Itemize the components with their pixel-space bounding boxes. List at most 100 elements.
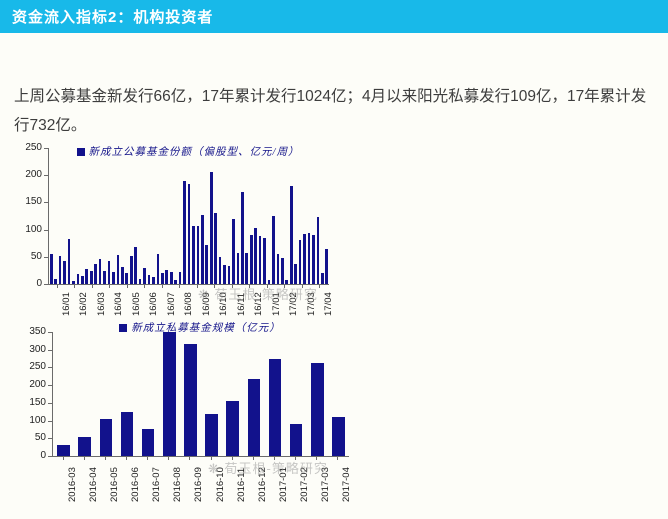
y-axis-tick-mark [48, 349, 52, 351]
bar [226, 401, 240, 456]
bar [103, 270, 106, 284]
bar [160, 273, 164, 284]
bar [236, 253, 240, 284]
x-axis-tick-label: 16/05 [130, 292, 142, 316]
bar [107, 261, 111, 284]
y-axis-tick-label: 250 [25, 142, 42, 153]
x-axis-tick-mark [83, 456, 85, 460]
bar [85, 269, 89, 284]
bar [134, 247, 138, 284]
bar [289, 424, 303, 456]
x-axis-tick-mark [144, 284, 146, 288]
legend-swatch-icon [119, 323, 128, 332]
y-axis-tick-mark [44, 202, 48, 204]
x-axis-tick-mark [161, 284, 163, 288]
x-axis-tick-mark [214, 284, 216, 288]
bar [99, 419, 113, 456]
y-axis-tick-mark [44, 256, 48, 258]
x-axis-tick-mark [179, 284, 181, 288]
y-axis-tick-label: 50 [30, 250, 42, 262]
y-axis-tick-label: 150 [25, 196, 42, 208]
bar [54, 279, 58, 284]
x-axis-tick-label: 2016-09 [193, 467, 205, 502]
x-axis-tick-label: 16/04 [113, 292, 125, 316]
bar [169, 271, 173, 284]
x-axis-tick-mark [126, 284, 128, 288]
bar [196, 226, 200, 284]
x-axis-tick-mark [104, 456, 106, 460]
bar [227, 266, 231, 284]
bar [209, 172, 213, 284]
x-axis-tick-mark [196, 284, 198, 288]
x-axis-tick-mark [62, 456, 64, 460]
x-axis-tick-label: 2016-03 [66, 467, 78, 502]
x-axis-tick-mark [301, 284, 303, 288]
bar [116, 255, 120, 284]
x-axis-tick-mark [147, 456, 149, 460]
bar [120, 412, 134, 456]
y-axis-tick-mark [48, 367, 52, 369]
bar [178, 272, 182, 284]
bar [280, 257, 284, 284]
x-axis-tick-label: 16/06 [148, 292, 160, 316]
x-axis-tick-mark [295, 456, 297, 460]
legend-label: 新成立公募基金份额（偏股型、亿元/周） [88, 147, 300, 158]
bar [192, 225, 195, 284]
y-axis-tick-mark [48, 420, 52, 422]
chart-legend: 新成立公募基金份额（偏股型、亿元/周） [48, 144, 328, 159]
bar [183, 180, 186, 284]
bar [89, 270, 93, 284]
x-axis-tick-mark [126, 456, 127, 460]
y-axis-tick-mark [44, 148, 48, 149]
x-axis-tick-mark [316, 456, 318, 460]
bar [49, 254, 53, 284]
x-axis-tick-label: 16/02 [78, 292, 90, 316]
bar [310, 362, 324, 456]
bar [272, 216, 275, 284]
bar [268, 358, 282, 456]
bar [141, 429, 155, 456]
bar [138, 278, 142, 284]
bar [156, 253, 160, 284]
bar [218, 256, 222, 284]
bar [258, 236, 262, 284]
y-axis-tick-label: 350 [29, 326, 46, 337]
y-axis-tick-label: 150 [29, 396, 46, 408]
x-axis-tick-mark [168, 456, 170, 460]
y-axis-tick-mark [48, 385, 52, 387]
x-axis-tick-label: 16/07 [165, 292, 177, 316]
bar [249, 235, 253, 284]
public-fund-weekly-chart: 新成立公募基金份额（偏股型、亿元/周） 0 50 100 150 200 250 16/01 1… [14, 136, 350, 320]
bar [184, 343, 197, 456]
plot-area [48, 148, 329, 285]
x-axis-tick-mark [210, 456, 212, 460]
bar [129, 255, 133, 284]
bar [332, 417, 345, 456]
y-axis-tick-label: 100 [25, 223, 42, 235]
bar [267, 279, 271, 284]
chart-legend: 新成立私募基金规模（亿元） [52, 320, 348, 335]
section-header: 资金流入指标2：机构投资者 [0, 0, 668, 33]
bar [205, 413, 218, 456]
bar [285, 279, 289, 284]
bar [152, 277, 155, 284]
y-axis-tick-mark [44, 284, 48, 285]
bar [276, 254, 280, 284]
y-axis-tick-mark [48, 332, 52, 333]
x-axis-tick-mark [231, 456, 233, 460]
bar [325, 248, 329, 284]
y-axis-tick-label: 200 [29, 379, 46, 391]
bar [112, 272, 115, 284]
x-axis-tick-mark [56, 284, 58, 288]
bar [72, 280, 75, 284]
bar [187, 183, 191, 284]
x-axis-tick-mark [109, 284, 111, 288]
y-axis-tick-mark [48, 438, 52, 440]
bar [205, 245, 209, 284]
bar [312, 235, 315, 284]
x-axis-tick-label: 2016-05 [108, 467, 120, 502]
y-axis-tick-label: 300 [29, 343, 46, 355]
bar [98, 258, 102, 284]
bar [80, 276, 84, 284]
